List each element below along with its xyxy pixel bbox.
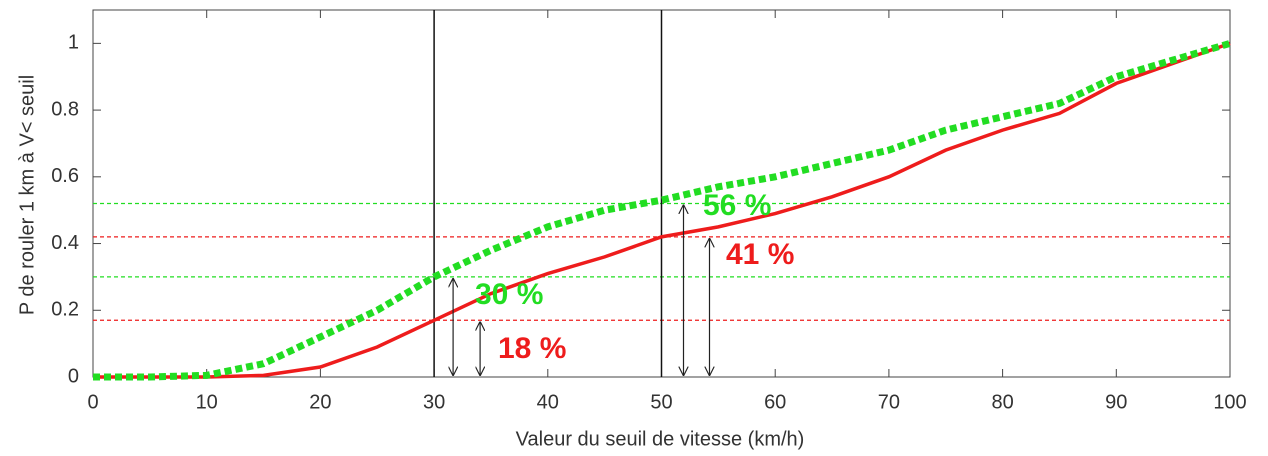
x-tick-label: 60 xyxy=(764,391,786,413)
annotation: 18 % xyxy=(498,332,566,365)
x-tick-label: 20 xyxy=(309,391,331,413)
annotation: 30 % xyxy=(475,278,543,311)
x-tick-label: 30 xyxy=(423,391,445,413)
x-tick-label: 10 xyxy=(196,391,218,413)
y-tick-label: 1 xyxy=(68,32,79,54)
annotation: 56 % xyxy=(703,189,771,222)
y-tick-label: 0.6 xyxy=(51,165,79,187)
y-tick-label: 0.4 xyxy=(51,232,79,254)
y-tick-label: 0.8 xyxy=(51,98,79,120)
y-tick-label: 0 xyxy=(68,365,79,387)
x-tick-label: 40 xyxy=(537,391,559,413)
x-tick-label: 90 xyxy=(1105,391,1127,413)
annotation: 41 % xyxy=(726,238,794,271)
x-tick-label: 50 xyxy=(650,391,672,413)
x-tick-label: 70 xyxy=(878,391,900,413)
x-tick-label: 100 xyxy=(1213,391,1246,413)
y-axis-label: P de rouler 1 km à V< seuil xyxy=(16,75,38,315)
series-line xyxy=(93,41,1231,379)
series-line xyxy=(93,40,1231,381)
y-tick-label: 0.2 xyxy=(51,299,79,321)
x-axis-label: Valeur du seuil de vitesse (km/h) xyxy=(516,428,805,450)
x-tick-label: 0 xyxy=(87,391,98,413)
x-tick-label: 80 xyxy=(991,391,1013,413)
